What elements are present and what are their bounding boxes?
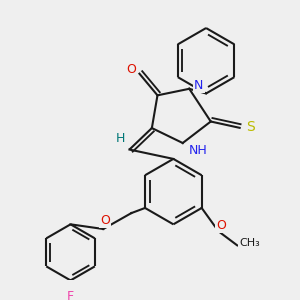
- Text: N: N: [194, 79, 203, 92]
- Text: CH₃: CH₃: [239, 238, 260, 248]
- Text: H: H: [116, 132, 125, 145]
- Text: S: S: [246, 120, 254, 134]
- Text: O: O: [100, 214, 110, 227]
- Text: O: O: [126, 63, 136, 76]
- Text: F: F: [67, 290, 74, 300]
- Text: NH: NH: [188, 144, 207, 157]
- Text: O: O: [216, 219, 226, 232]
